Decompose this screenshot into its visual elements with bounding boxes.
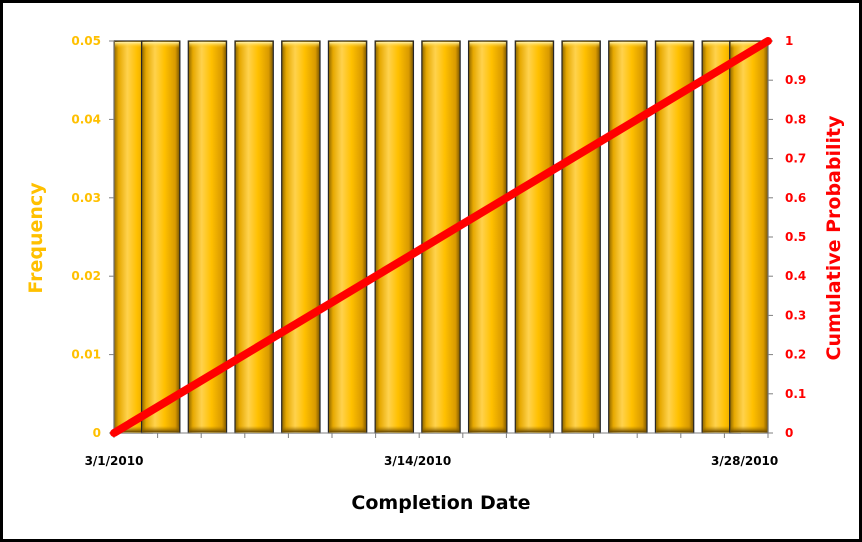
bar-shade xyxy=(730,426,767,432)
bar-highlight xyxy=(562,42,600,48)
y2-tick-label: 0.9 xyxy=(785,73,806,87)
bar-shade xyxy=(656,426,693,432)
bar-shade xyxy=(329,426,366,432)
frequency-bar xyxy=(187,40,228,434)
y-tick-label: 0 xyxy=(93,426,101,440)
y2-tick-label: 0.8 xyxy=(785,112,806,126)
y-tick-label: 0.05 xyxy=(71,34,101,48)
y2-tick-label: 0.2 xyxy=(785,348,806,362)
y-tick-label: 0.01 xyxy=(71,348,101,362)
frequency-bar xyxy=(140,40,181,434)
bar-shade xyxy=(609,426,647,432)
bar-shade xyxy=(235,426,273,432)
y2-tick-label: 0.6 xyxy=(785,191,806,205)
bar-series xyxy=(113,40,769,434)
bar-highlight xyxy=(516,42,553,48)
bar-highlight xyxy=(235,42,273,48)
x-tick-label: 3/28/2010 xyxy=(711,454,778,468)
bar-shade xyxy=(516,426,553,432)
frequency-bar xyxy=(374,40,415,434)
frequency-bar xyxy=(561,40,601,434)
bar-shade xyxy=(562,426,600,432)
y2-tick-label: 0 xyxy=(785,426,793,440)
frequency-bar xyxy=(514,40,555,434)
y-axis-title: Frequency xyxy=(25,182,47,294)
bar-highlight xyxy=(329,42,366,48)
bar-shade xyxy=(376,426,413,432)
y2-tick-label: 1 xyxy=(785,34,793,48)
frequency-bar xyxy=(327,40,368,434)
bar-shade xyxy=(189,426,226,432)
bar-shade xyxy=(282,426,320,432)
y2-tick-label: 0.7 xyxy=(785,152,806,166)
bar-highlight xyxy=(189,42,226,48)
bar-highlight xyxy=(703,42,740,48)
bar-highlight xyxy=(115,42,152,48)
bar-shade xyxy=(142,426,179,432)
y-tick-label: 0.03 xyxy=(71,191,101,205)
axis-labels: Completion Date Frequency Cumulative Pro… xyxy=(25,115,845,514)
frequency-bar xyxy=(608,40,648,434)
y2-tick-label: 0.5 xyxy=(785,230,806,244)
bar-shade xyxy=(422,426,460,432)
bar-highlight xyxy=(609,42,647,48)
y-tick-label: 0.02 xyxy=(71,269,101,283)
bar-shade xyxy=(703,426,740,432)
line-series xyxy=(110,37,772,437)
bar-highlight xyxy=(376,42,413,48)
x-tick-label: 3/14/2010 xyxy=(384,454,451,468)
frequency-bar xyxy=(729,40,769,434)
bar-highlight xyxy=(656,42,693,48)
bar-shade xyxy=(469,426,506,432)
y2-axis-title: Cumulative Probability xyxy=(823,115,845,361)
y-tick-label: 0.04 xyxy=(71,112,101,126)
frequency-bar xyxy=(467,40,508,434)
bar-highlight xyxy=(469,42,506,48)
y2-tick-label: 0.1 xyxy=(785,387,806,401)
bar-shade xyxy=(115,426,152,432)
bar-highlight xyxy=(282,42,320,48)
frequency-bar xyxy=(281,40,321,434)
cumulative-probability-line xyxy=(110,37,772,437)
frequency-bar xyxy=(234,40,274,434)
x-axis-title: Completion Date xyxy=(351,492,530,514)
bar-highlight xyxy=(730,42,767,48)
bar-highlight xyxy=(422,42,460,48)
y2-tick-label: 0.3 xyxy=(785,308,806,322)
x-tick-label: 3/1/2010 xyxy=(85,454,144,468)
y2-tick-label: 0.4 xyxy=(785,269,806,283)
axes: 0 0.01 0.02 0.03 0.04 0.05 0 0.1 0.2 0.3 0.4 0.5 0.6… xyxy=(71,34,806,468)
bar-highlight xyxy=(142,42,179,48)
